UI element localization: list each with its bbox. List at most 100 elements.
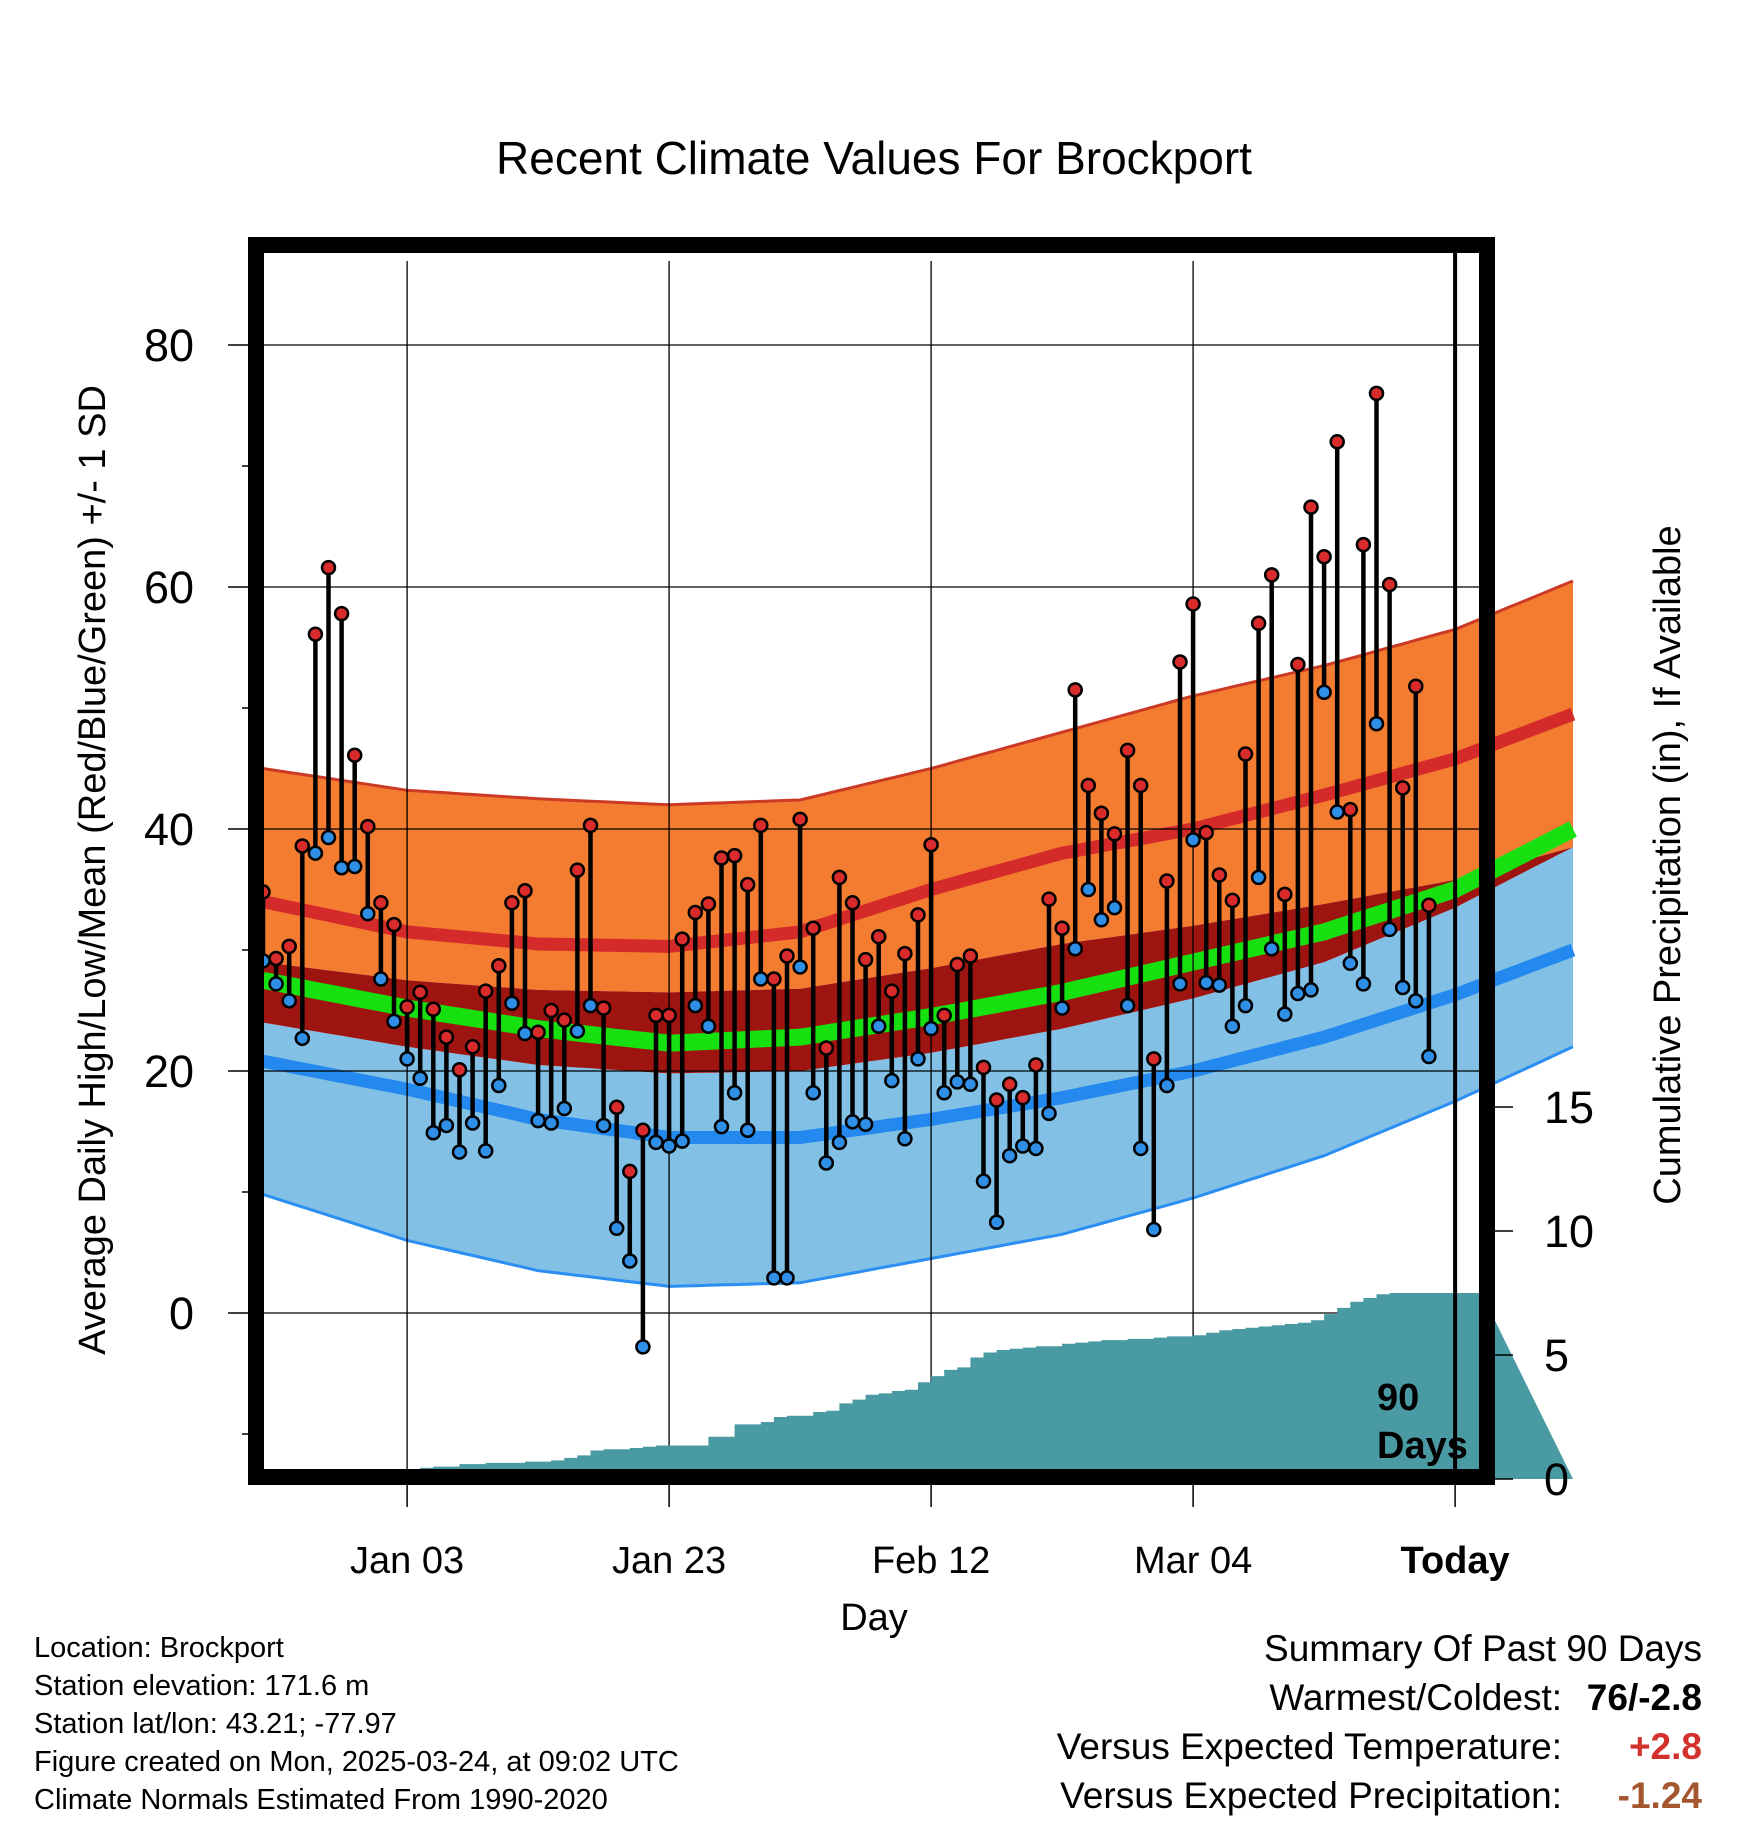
low-temp-dot [477,1143,494,1159]
high-temp-dot [923,836,939,853]
high-temp-dot [622,1163,638,1180]
chart-title: Recent Climate Values For Brockport [496,132,1252,184]
low-temp-dot [1028,1140,1044,1157]
high-temp-dot [936,1007,952,1024]
summary-temperature-row: Versus Expected Temperature: +2.8 [722,1726,1702,1770]
low-temp-dot [713,1118,730,1135]
x-tick-label: Mar 04 [1134,1540,1252,1582]
high-temp-dot [1067,682,1083,698]
high-temp-dot [687,904,704,921]
high-temp-dot [831,869,848,886]
y2-tick-label: 0 [1544,1454,1569,1505]
low-temp-dot [1132,1140,1149,1157]
low-temp-dot [975,1173,992,1189]
y-tick-label: 80 [144,320,194,371]
low-temp-dot [543,1115,559,1131]
low-temp-dot [1342,955,1359,972]
low-temp-dot [1146,1221,1162,1238]
high-temp-dot [1342,801,1359,818]
low-temp-dot [1303,982,1319,998]
precipitation-area [263,1293,1573,1479]
station-location: Location: Brockport [34,1632,284,1664]
low-temp-dot [451,1144,468,1160]
high-temp-dot [674,931,690,947]
station-elevation: Station elevation: 171.6 m [34,1670,370,1702]
low-temp-dot [1015,1138,1031,1154]
low-temp-dot [320,829,337,846]
high-temp-dot [399,999,415,1015]
high-temp-dot [792,811,808,828]
low-temp-dot [792,959,808,975]
high-temp-dot [1159,873,1175,889]
low-temp-dot [1159,1077,1175,1094]
low-temp-dot [622,1253,638,1269]
high-temp-dot [1080,777,1097,794]
high-temp-dot [648,1007,664,1024]
low-temp-dot [491,1077,507,1094]
low-temp-dot [635,1339,651,1355]
high-temp-dot [818,1040,835,1056]
high-temp-dot [857,951,874,968]
high-temp-dot [438,1029,455,1045]
low-temp-dot [726,1085,743,1101]
low-temp-dot [1381,921,1398,938]
precipitation-departure-label: Versus Expected Precipitation: [1060,1775,1562,1816]
high-temp-dot [713,850,730,866]
low-temp-dot [739,1122,756,1139]
high-temp-dot [1329,434,1345,450]
low-temp-dot [438,1117,455,1134]
low-temp-dot [1421,1048,1437,1065]
high-temp-dot [1237,746,1254,762]
low-temp-dot [1080,881,1097,898]
low-temp-dot [949,1074,966,1090]
high-temp-dot [635,1122,651,1139]
high-temp-dot [360,818,376,835]
summary-precipitation-row: Versus Expected Precipitation: -1.24 [722,1775,1702,1819]
high-temp-dot [412,984,428,1001]
low-temp-dot [360,905,376,922]
low-temp-dot [1355,976,1372,992]
low-temp-dot [1224,1018,1241,1034]
normal-high-line [261,708,1576,953]
temperature-departure-value: +2.8 [1628,1726,1702,1767]
high-temp-dot [1106,826,1123,842]
low-temp-dot [1093,912,1110,928]
plot-frame: 90 Days [248,237,1495,1485]
low-temp-dot [294,1030,311,1047]
low-temp-dot [1408,993,1424,1009]
low-temp-dot [333,859,350,876]
station-latlon: Station lat/lon: 43.21; -77.97 [34,1708,397,1740]
high-temp-dot [1408,678,1424,694]
high-temp-dot [1028,1057,1044,1073]
high-temp-dot [333,605,350,622]
x-tick-label: Jan 23 [612,1540,726,1582]
y-axis-title: Average Daily High/Low/Mean (Red/Blue/Gr… [72,385,114,1355]
low-temp-dot [857,1116,874,1132]
low-temp-dot [1250,869,1267,886]
period-label-number: 90 [1377,1377,1419,1419]
period-label-unit: Days [1377,1425,1468,1467]
high-temp-dot [1316,549,1332,565]
normal-low-line [261,943,1576,1144]
low-temp-dot [281,993,297,1009]
y-tick-label: 60 [144,562,194,613]
high-temp-dot [307,626,324,642]
low-temp-dot [831,1134,848,1151]
low-temp-dot [1172,976,1188,992]
high-temp-dot [1421,897,1437,913]
daily-range-stems [260,393,1432,1347]
high-temp-dot [1172,654,1188,670]
low-temp-dot [1185,832,1201,848]
low-temp-dot [870,1018,887,1034]
high-temp-dot [491,957,507,974]
high-temp-dot [386,916,402,933]
low-sd-lower-edge [262,1045,1574,1288]
low-temp-dot [766,1270,782,1286]
low-temp-dot [923,1020,939,1037]
summary-warmest-coldest-row: Warmest/Coldest: 76/-2.8 [722,1677,1702,1721]
daily-dots [255,385,1437,1355]
high-temp-dot [556,1012,573,1028]
high-temp-dot [1368,385,1385,402]
low-temp-dot [1198,974,1214,991]
